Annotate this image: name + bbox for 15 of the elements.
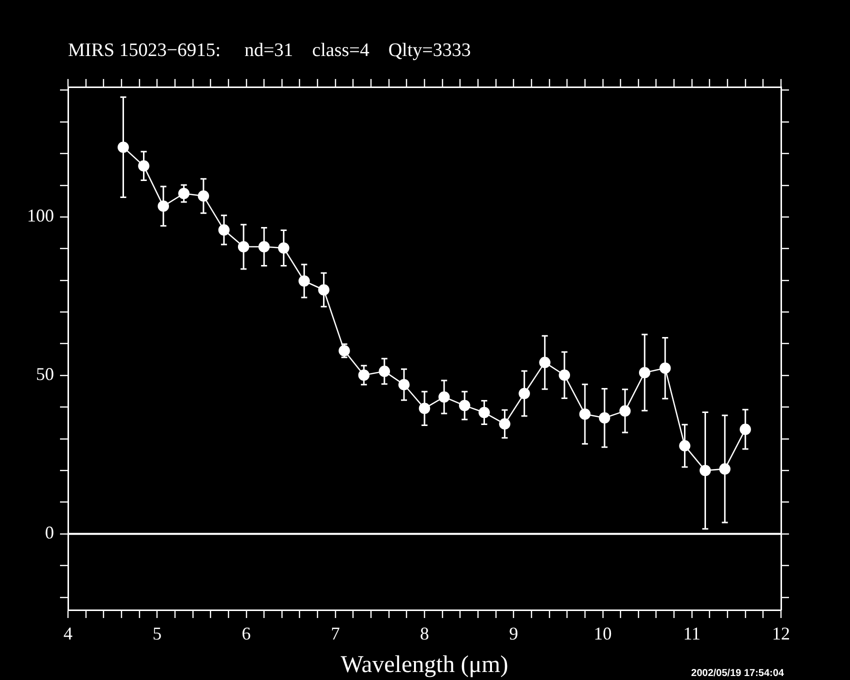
x-tick-label: 9 (509, 624, 518, 644)
chart-title: MIRS 15023−6915: nd=31 class=4 Qlty=3333 (68, 40, 471, 61)
x-axis-title: Wavelength (μm) (340, 652, 508, 678)
y-tick-label: 0 (45, 522, 54, 543)
x-tick-label: 12 (772, 624, 790, 644)
y-tick-label: 50 (36, 364, 54, 384)
y-tick-label: 100 (27, 206, 54, 226)
x-tick-label: 8 (420, 624, 429, 644)
x-tick-label: 10 (594, 624, 612, 644)
x-tick-label: 4 (64, 624, 72, 644)
x-tick-label: 6 (242, 624, 251, 644)
x-tick-label: 5 (152, 624, 162, 644)
x-tick-label: 11 (683, 624, 701, 644)
x-tick-label: 7 (330, 624, 340, 644)
text: 2002/05/19 17:54:04 (691, 668, 784, 679)
